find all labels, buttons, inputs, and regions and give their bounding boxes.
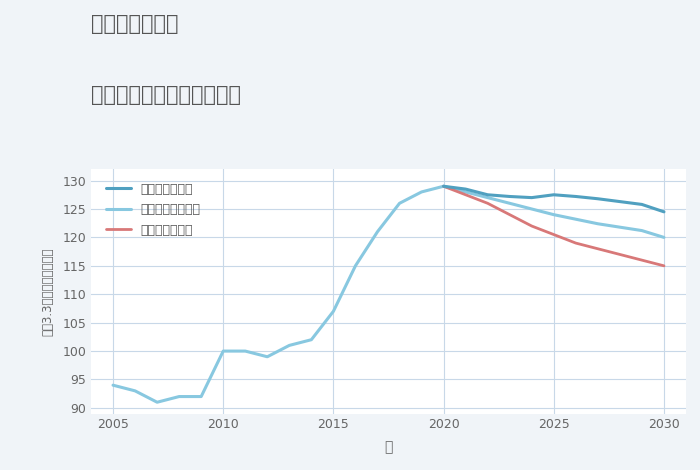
ノーマルシナリオ — [461, 189, 470, 195]
バッドシナリオ — [616, 251, 624, 257]
バッドシナリオ — [505, 212, 514, 218]
バッドシナリオ — [660, 263, 668, 269]
グッドシナリオ — [550, 192, 558, 197]
グッドシナリオ — [461, 186, 470, 192]
グッドシナリオ — [594, 196, 602, 202]
ノーマルシナリオ — [505, 201, 514, 206]
グッドシナリオ — [484, 192, 492, 197]
グッドシナリオ — [638, 202, 646, 207]
グッドシナリオ — [660, 209, 668, 215]
Line: グッドシナリオ: グッドシナリオ — [444, 186, 664, 212]
グッドシナリオ — [505, 194, 514, 199]
Text: 中古マンションの価格推移: 中古マンションの価格推移 — [91, 85, 241, 105]
バッドシナリオ — [461, 192, 470, 197]
ノーマルシナリオ — [550, 212, 558, 218]
ノーマルシナリオ — [638, 228, 646, 234]
Line: ノーマルシナリオ: ノーマルシナリオ — [444, 186, 664, 237]
Y-axis label: 坪（3.3㎡）単価（万円）: 坪（3.3㎡）単価（万円） — [41, 247, 54, 336]
X-axis label: 年: 年 — [384, 440, 393, 454]
グッドシナリオ — [572, 194, 580, 199]
ノーマルシナリオ — [616, 224, 624, 230]
バッドシナリオ — [484, 201, 492, 206]
バッドシナリオ — [550, 232, 558, 237]
バッドシナリオ — [528, 223, 536, 229]
ノーマルシナリオ — [572, 216, 580, 222]
Text: 兵庫県妻鹿駅の: 兵庫県妻鹿駅の — [91, 14, 178, 34]
バッドシナリオ — [638, 257, 646, 263]
ノーマルシナリオ — [594, 221, 602, 227]
バッドシナリオ — [594, 246, 602, 251]
グッドシナリオ — [440, 183, 448, 189]
Legend: グッドシナリオ, ノーマルシナリオ, バッドシナリオ: グッドシナリオ, ノーマルシナリオ, バッドシナリオ — [103, 180, 203, 239]
バッドシナリオ — [440, 183, 448, 189]
グッドシナリオ — [616, 199, 624, 204]
Line: バッドシナリオ: バッドシナリオ — [444, 186, 664, 266]
ノーマルシナリオ — [660, 235, 668, 240]
ノーマルシナリオ — [484, 195, 492, 200]
グッドシナリオ — [528, 195, 536, 200]
ノーマルシナリオ — [528, 206, 536, 212]
ノーマルシナリオ — [440, 183, 448, 189]
バッドシナリオ — [572, 240, 580, 246]
